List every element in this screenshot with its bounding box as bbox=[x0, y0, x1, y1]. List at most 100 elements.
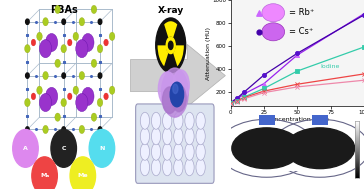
Circle shape bbox=[98, 73, 102, 78]
Circle shape bbox=[46, 87, 58, 105]
Circle shape bbox=[43, 45, 48, 52]
Circle shape bbox=[166, 37, 175, 53]
Circle shape bbox=[37, 86, 42, 94]
Circle shape bbox=[43, 71, 48, 80]
Wedge shape bbox=[158, 45, 168, 66]
Circle shape bbox=[73, 86, 79, 94]
Circle shape bbox=[82, 33, 94, 52]
Circle shape bbox=[43, 18, 48, 26]
Point bbox=[241, 96, 247, 99]
Point bbox=[234, 100, 240, 103]
Circle shape bbox=[232, 128, 301, 169]
Text: A: A bbox=[23, 146, 28, 151]
Circle shape bbox=[162, 68, 188, 117]
Text: C: C bbox=[62, 146, 66, 151]
Text: = Cs⁺: = Cs⁺ bbox=[289, 27, 314, 36]
Circle shape bbox=[43, 99, 48, 106]
Circle shape bbox=[91, 113, 97, 121]
Circle shape bbox=[151, 128, 161, 145]
Point bbox=[294, 52, 300, 55]
Circle shape bbox=[140, 143, 150, 160]
Point bbox=[234, 97, 240, 100]
Circle shape bbox=[156, 18, 186, 73]
Circle shape bbox=[172, 85, 186, 112]
Point bbox=[261, 90, 267, 93]
Circle shape bbox=[70, 157, 95, 189]
Circle shape bbox=[37, 32, 42, 40]
Circle shape bbox=[91, 59, 97, 67]
Point bbox=[261, 82, 267, 85]
Circle shape bbox=[39, 40, 52, 58]
Point bbox=[228, 101, 233, 104]
Circle shape bbox=[62, 127, 66, 132]
Point bbox=[261, 74, 267, 77]
Text: Iodine: Iodine bbox=[320, 64, 339, 69]
Text: PBAs: PBAs bbox=[50, 5, 78, 15]
Circle shape bbox=[163, 128, 172, 145]
Circle shape bbox=[55, 59, 60, 67]
Circle shape bbox=[55, 5, 60, 14]
Circle shape bbox=[79, 18, 85, 26]
Circle shape bbox=[25, 45, 30, 53]
Text: Me: Me bbox=[78, 173, 88, 178]
Circle shape bbox=[25, 127, 29, 132]
Point bbox=[261, 91, 267, 94]
Circle shape bbox=[151, 143, 161, 160]
Wedge shape bbox=[164, 21, 177, 38]
Circle shape bbox=[109, 86, 115, 94]
Point bbox=[228, 102, 233, 105]
Point bbox=[361, 13, 364, 16]
Circle shape bbox=[79, 125, 85, 134]
Point bbox=[361, 72, 364, 75]
Circle shape bbox=[98, 127, 102, 132]
Circle shape bbox=[51, 129, 76, 167]
Circle shape bbox=[140, 112, 150, 129]
Circle shape bbox=[196, 128, 205, 145]
Circle shape bbox=[91, 5, 97, 14]
Circle shape bbox=[80, 99, 84, 106]
Circle shape bbox=[31, 93, 36, 100]
FancyBboxPatch shape bbox=[258, 115, 274, 125]
Point bbox=[228, 102, 233, 105]
Wedge shape bbox=[173, 45, 184, 66]
Circle shape bbox=[32, 157, 58, 189]
Circle shape bbox=[67, 93, 72, 100]
Circle shape bbox=[13, 129, 38, 167]
Point bbox=[294, 83, 300, 86]
Circle shape bbox=[163, 143, 172, 160]
Circle shape bbox=[62, 73, 66, 78]
Point bbox=[361, 79, 364, 82]
Circle shape bbox=[174, 128, 183, 145]
Circle shape bbox=[25, 19, 29, 24]
Point bbox=[241, 92, 247, 95]
Circle shape bbox=[285, 128, 355, 169]
Circle shape bbox=[76, 94, 88, 112]
FancyBboxPatch shape bbox=[312, 115, 328, 125]
Point bbox=[234, 100, 240, 103]
Circle shape bbox=[173, 70, 189, 100]
Circle shape bbox=[174, 159, 183, 176]
Point bbox=[261, 87, 267, 90]
Circle shape bbox=[174, 143, 183, 160]
Circle shape bbox=[31, 39, 36, 46]
Circle shape bbox=[61, 98, 67, 107]
Circle shape bbox=[97, 45, 103, 53]
Circle shape bbox=[196, 159, 205, 176]
Circle shape bbox=[170, 82, 183, 107]
Point bbox=[241, 97, 247, 100]
Circle shape bbox=[185, 128, 194, 145]
Circle shape bbox=[185, 143, 194, 160]
Wedge shape bbox=[277, 148, 363, 175]
Circle shape bbox=[185, 112, 194, 129]
Circle shape bbox=[196, 143, 205, 160]
Text: Mₐ: Mₐ bbox=[40, 173, 49, 178]
Circle shape bbox=[76, 40, 88, 58]
Circle shape bbox=[262, 23, 285, 41]
Point bbox=[361, 46, 364, 49]
Circle shape bbox=[174, 112, 183, 129]
Circle shape bbox=[262, 4, 285, 22]
X-axis label: Concentration (mM): Concentration (mM) bbox=[266, 117, 329, 122]
Circle shape bbox=[151, 159, 161, 176]
Point bbox=[294, 70, 300, 73]
Circle shape bbox=[163, 112, 172, 129]
